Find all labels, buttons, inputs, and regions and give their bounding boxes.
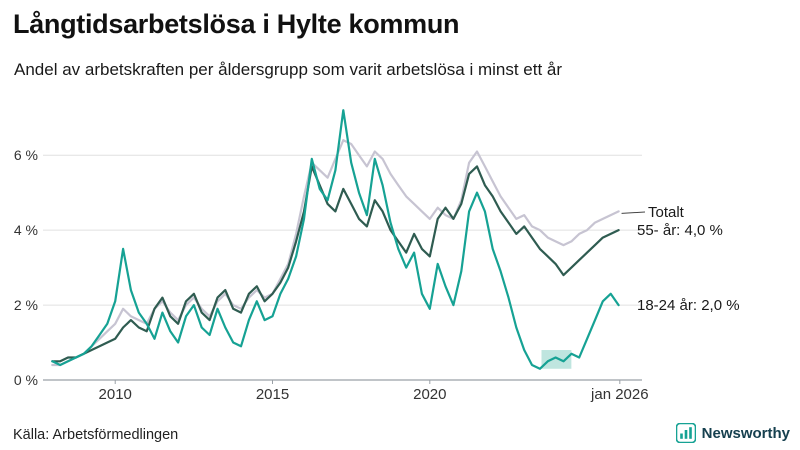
y-tick-label: 0 %: [14, 372, 38, 388]
uncertainty-band: [541, 350, 572, 369]
series-line-age1824: [51, 109, 620, 370]
page-title: Långtidsarbetslösa i Hylte kommun: [13, 9, 460, 39]
x-tick-label: 2015: [256, 386, 289, 403]
series-label-18-24-ar: 18-24 år: 2,0 %: [637, 297, 740, 314]
x-tick-label: 2020: [413, 386, 446, 403]
series-line-age55: [51, 165, 620, 363]
newsworthy-logo-icon: [675, 423, 696, 443]
page-subtitle: Andel av arbetskraften per åldersgrupp s…: [14, 60, 563, 79]
x-tick-label: jan 2026: [590, 386, 649, 403]
series-label-totalt: Totalt: [648, 204, 684, 221]
series-label-55-ar: 55- år: 4,0 %: [637, 222, 723, 239]
y-tick-label: 6 %: [14, 147, 38, 163]
source-note: Källa: Arbetsförmedlingen: [13, 427, 179, 443]
brand-name: Newsworthy: [701, 424, 790, 442]
y-tick-label: 4 %: [14, 222, 38, 238]
y-tick-label: 2 %: [14, 297, 38, 313]
x-tick-label: 2010: [99, 386, 132, 403]
totalt-leader-line: [621, 211, 646, 214]
brand-link[interactable]: Newsworthy: [675, 423, 790, 443]
